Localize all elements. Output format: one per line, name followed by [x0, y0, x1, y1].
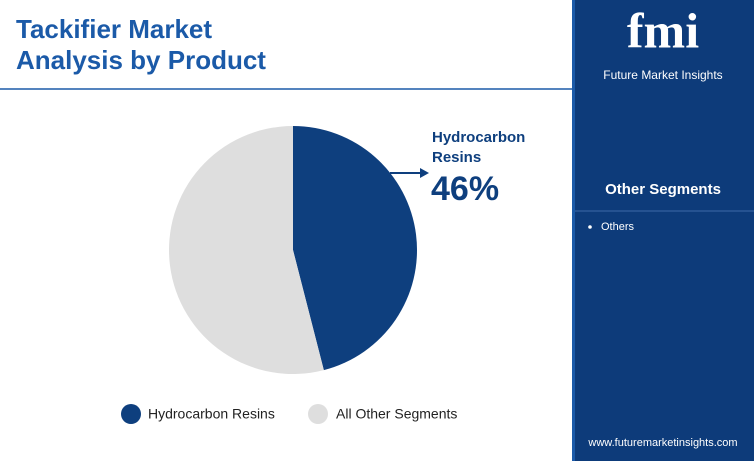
url: www.futuremarketinsights.com: [587, 437, 737, 449]
sidebar: [572, 0, 754, 461]
sidebar-heading: Other Segments: [605, 181, 721, 198]
callout-arrowhead: [420, 168, 429, 178]
pie-slice: [168, 126, 324, 375]
legend-swatch: [308, 404, 328, 424]
sidebar-edge: [572, 0, 575, 461]
sidebar-item: Others: [601, 221, 635, 233]
callout-label: Hydrocarbon Resins: [432, 129, 526, 166]
value-label: 46%: [431, 170, 500, 208]
chart-title: Tackifier Market Analysis by Product: [16, 14, 266, 75]
brand: Future Market Insights: [603, 68, 722, 82]
pie-slice: [293, 126, 417, 371]
legend-label: Hydrocarbon Resins: [148, 406, 275, 422]
bullet: [588, 225, 592, 229]
logo: fmi: [627, 2, 699, 58]
legend-label: All Other Segments: [336, 406, 457, 422]
legend-swatch: [121, 404, 141, 424]
